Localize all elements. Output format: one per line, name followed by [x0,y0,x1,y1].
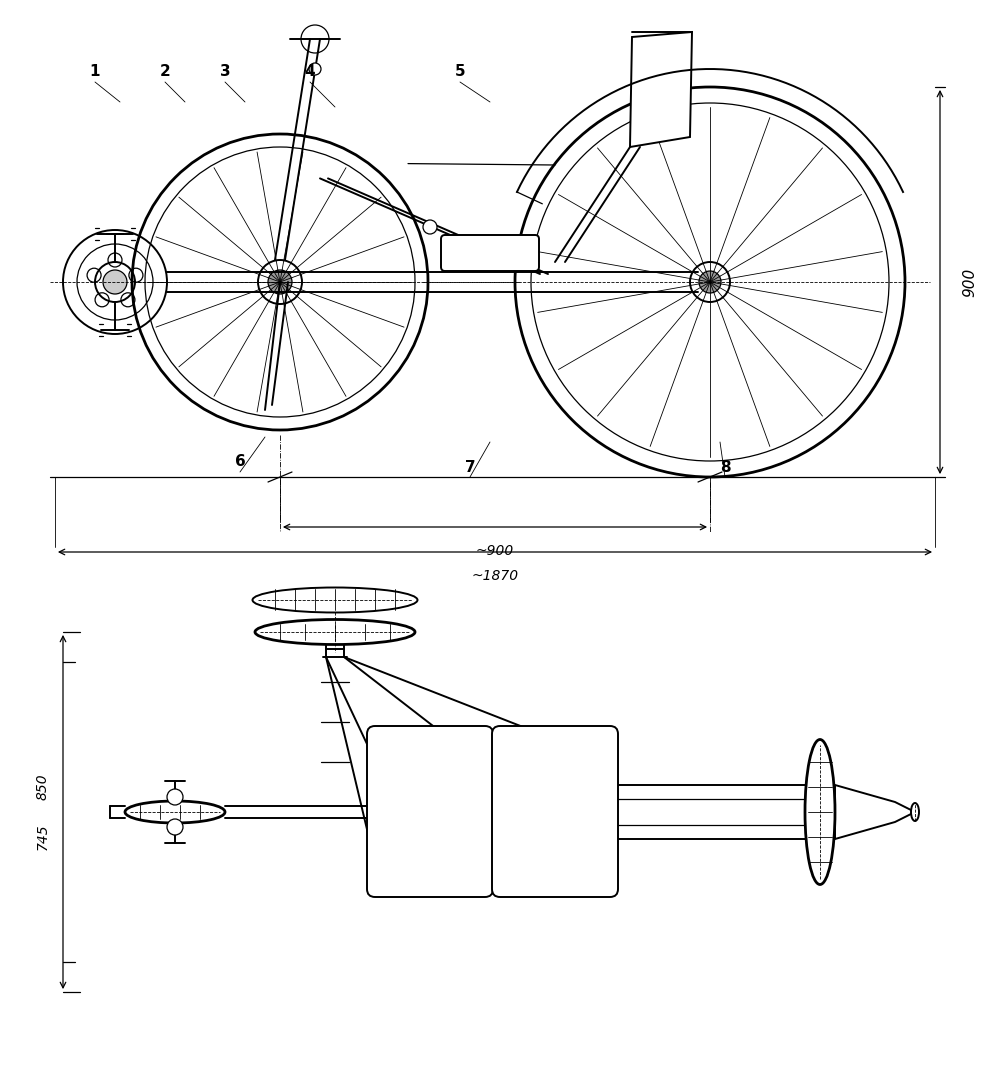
Circle shape [309,63,321,75]
Text: 8: 8 [720,460,730,475]
Text: 850: 850 [36,774,50,800]
Text: 745: 745 [36,823,50,851]
Circle shape [699,271,721,293]
Circle shape [690,262,730,302]
Circle shape [167,790,183,805]
Ellipse shape [125,802,225,823]
Circle shape [167,819,183,835]
Ellipse shape [255,619,415,644]
Text: 2: 2 [160,64,170,80]
Circle shape [95,262,135,302]
Ellipse shape [805,739,835,885]
Text: 1: 1 [90,64,100,80]
Polygon shape [835,785,915,839]
FancyBboxPatch shape [492,726,618,897]
Circle shape [258,260,302,304]
Ellipse shape [911,803,919,821]
Circle shape [103,270,127,294]
Text: 900: 900 [962,268,978,297]
Circle shape [268,270,292,294]
Ellipse shape [252,587,418,613]
Text: 3: 3 [220,64,230,80]
FancyBboxPatch shape [367,726,493,897]
Text: 4: 4 [305,64,315,80]
Text: ~1870: ~1870 [471,569,519,583]
Text: ~900: ~900 [476,544,514,558]
Text: 6: 6 [235,454,245,470]
FancyBboxPatch shape [441,235,539,271]
Text: 7: 7 [465,460,475,475]
Polygon shape [630,32,692,147]
Text: 5: 5 [455,64,465,80]
Circle shape [423,219,437,234]
